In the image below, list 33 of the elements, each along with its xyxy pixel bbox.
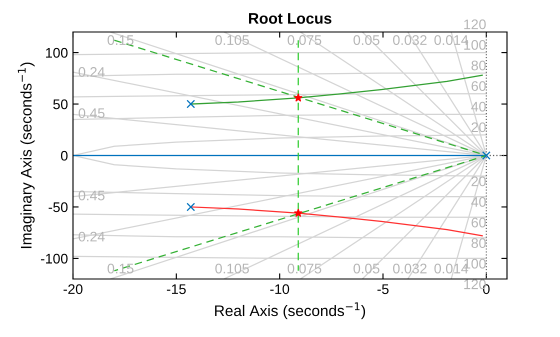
- chart-title: Root Locus: [249, 13, 332, 24]
- annotation: 0.075: [288, 35, 322, 45]
- annotation: 80: [471, 60, 486, 70]
- y-tick-label: -50: [48, 202, 68, 212]
- y-tick-label: -100: [40, 254, 68, 264]
- annotation: 0.15: [108, 35, 134, 45]
- y-tick-label: 100: [46, 48, 68, 58]
- x-axis-title: Real Axis (seconds$^{−1}$): [215, 302, 366, 320]
- x-tick-label: -15: [166, 284, 186, 294]
- annotation: 40: [471, 102, 486, 112]
- annotation: 0.05: [353, 35, 380, 45]
- annotation: 0.24: [78, 232, 105, 242]
- annotation: 40: [471, 197, 486, 207]
- x-tick-label: -10: [270, 284, 290, 294]
- annotation: 60: [472, 218, 486, 228]
- annotation: 20: [472, 176, 486, 186]
- annotation: 0.45: [78, 190, 105, 200]
- annotation: 120: [464, 19, 486, 30]
- annotation: 0.032: [393, 264, 427, 274]
- y-tick-label: 50: [53, 99, 68, 110]
- annotation: 0.105: [215, 264, 249, 274]
- annotation: 0.105: [215, 35, 249, 45]
- annotation: 0.24: [78, 67, 105, 77]
- annotation: 20: [472, 122, 486, 132]
- annotation: 60: [472, 81, 486, 92]
- x-tick-label: -5: [377, 284, 389, 294]
- annotation: 0.45: [78, 108, 105, 118]
- y-axis-title: Imaginary Axis (seconds$^{−1}$): [18, 62, 35, 248]
- annotation: 80: [471, 238, 486, 248]
- y-tick-label: 0: [60, 150, 68, 161]
- annotation: 0.032: [393, 35, 427, 45]
- annotation: 0.05: [353, 264, 380, 274]
- x-tick-label: -20: [64, 284, 82, 294]
